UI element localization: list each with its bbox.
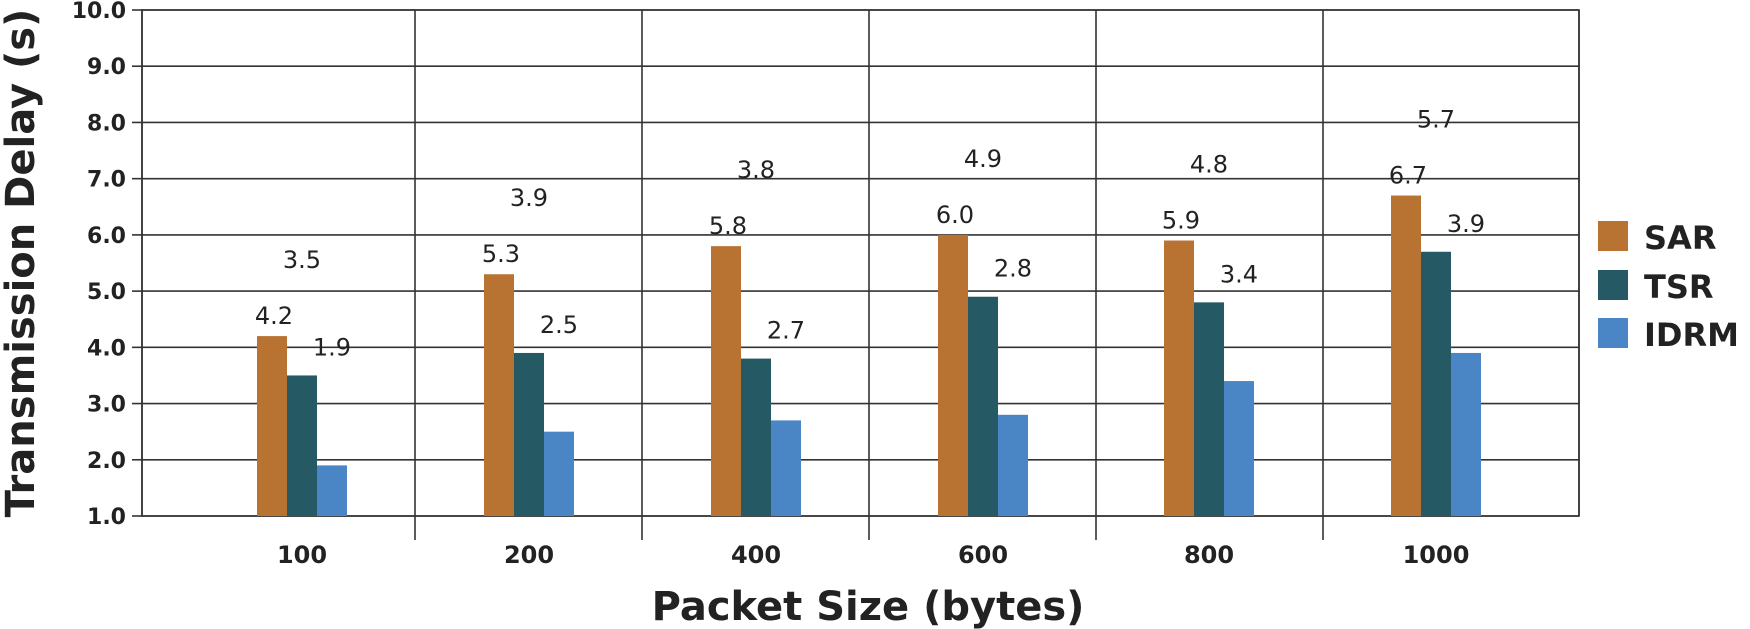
bar-idrm [544,431,574,516]
legend-label-sar: SAR [1644,219,1716,257]
data-label-idrm: 2.8 [994,255,1032,283]
bar-idrm [317,465,347,516]
data-label-idrm: 3.4 [1220,260,1258,288]
data-label-idrm: 1.9 [313,333,351,361]
y-tick-label: 9.0 [87,55,126,80]
bars [257,195,1481,517]
x-axis-title: Packet Size (bytes) [652,584,1085,629]
plot-area [141,9,1580,517]
data-label-tsr: 3.5 [283,246,321,274]
legend-label-tsr: TSR [1644,268,1714,306]
bar-sar [711,246,741,516]
y-tick-label: 7.0 [87,168,126,193]
x-tick-label: 600 [958,541,1008,569]
data-label-tsr: 3.8 [737,156,775,184]
legend-swatch-sar [1598,221,1628,251]
data-label-sar: 4.2 [255,302,293,330]
bar-sar [1391,195,1421,517]
bar-tsr [741,358,771,516]
bar-sar [484,274,514,516]
bar-sar [1164,240,1194,516]
y-tick-label: 10.0 [72,0,126,24]
legend: SAR TSR IDRM [1598,219,1739,354]
bar-tsr [1421,251,1451,516]
y-axis-title: Transmission Delay (s) [0,9,44,518]
data-label-idrm: 3.9 [1447,210,1485,238]
data-labels: 4.2 3.5 1.9 5.3 3.9 2.5 5.8 3.8 2.7 6.0 4.9 2.8 5.9 4… [255,106,1485,362]
y-tick-label: 6.0 [87,224,126,249]
data-label-sar: 6.7 [1389,162,1427,190]
data-label-idrm: 2.7 [767,317,805,345]
y-tick-label: 8.0 [87,111,126,136]
bar-tsr [514,352,544,516]
x-tick-label: 100 [277,541,327,569]
data-label-tsr: 5.7 [1417,106,1455,134]
legend-label-idrm: IDRM [1644,316,1739,354]
bar-idrm [771,420,801,516]
data-label-sar: 6.0 [936,201,974,229]
legend-swatch-idrm [1598,318,1628,348]
x-tick-label: 1000 [1403,541,1470,569]
x-tick-label: 200 [504,541,554,569]
data-label-sar: 5.8 [709,212,747,240]
y-tick-label: 2.0 [87,449,126,474]
y-tick-label: 5.0 [87,280,126,305]
x-tick-label: 400 [731,541,781,569]
grid [141,9,1580,540]
data-label-tsr: 4.9 [964,145,1002,173]
data-label-sar: 5.9 [1162,207,1200,235]
y-tick-label: 3.0 [87,393,126,418]
axes: 1.0 2.0 3.0 4.0 5.0 6.0 7.0 8.0 9.0 10.0 100 200 400… [72,0,1470,569]
bar-sar [257,336,287,516]
bar-idrm [998,414,1028,516]
data-label-tsr: 4.8 [1190,151,1228,179]
legend-swatch-tsr [1598,270,1628,300]
bar-idrm [1451,352,1481,516]
data-label-tsr: 3.9 [510,184,548,212]
bar-sar [938,234,968,516]
y-tick-label: 1.0 [87,505,126,530]
bar-idrm [1224,381,1254,516]
y-tick-label: 4.0 [87,336,126,361]
bar-tsr [1194,302,1224,516]
bar-tsr [968,296,998,516]
data-label-sar: 5.3 [482,240,520,268]
data-label-idrm: 2.5 [540,311,578,339]
x-tick-label: 800 [1184,541,1234,569]
bar-tsr [287,375,317,516]
